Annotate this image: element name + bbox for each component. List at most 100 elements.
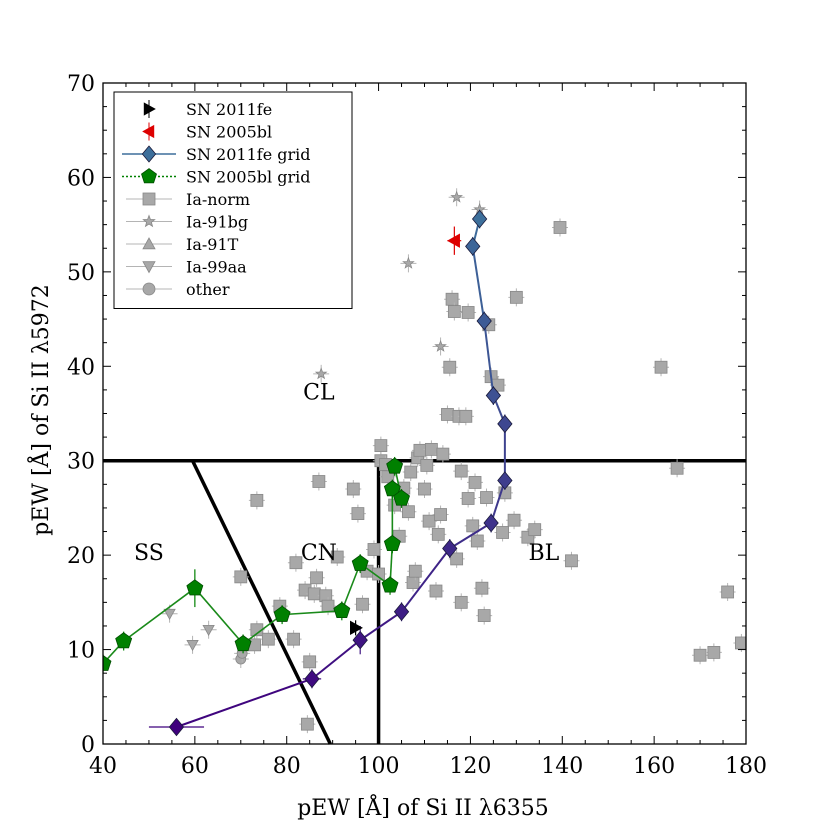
point-2011fe-grid: [485, 386, 502, 405]
boundary-lines: [103, 458, 746, 745]
point-ia-norm: [721, 585, 735, 599]
y-axis-label: pEW [Å] of Si II λ5972: [26, 284, 54, 536]
point-ia-99aa: [202, 624, 215, 637]
point-2011fe-grid: [352, 630, 368, 650]
point-ia-norm: [300, 717, 314, 731]
legend-label: SN 2005bl grid: [186, 168, 310, 187]
point-2005bl-grid: [381, 576, 399, 593]
point-2005bl-grid: [383, 534, 401, 552]
point-2005bl-grid: [393, 489, 410, 506]
point-2005bl-grid: [333, 601, 351, 619]
series-line-2011fe-grid: [471, 246, 486, 322]
point-ia-norm: [654, 360, 668, 374]
boundary-line: [190, 459, 332, 745]
point-ia-norm: [424, 442, 438, 456]
point-ia-norm: [404, 465, 418, 479]
point-ia-norm: [374, 439, 388, 453]
x-tick-label: 80: [273, 754, 301, 779]
data-marks: [103, 188, 746, 737]
legend-item: SN 2011fe: [143, 100, 272, 119]
point-2011fe-grid: [497, 471, 513, 490]
point-ia-norm: [459, 409, 473, 423]
point-ia-norm: [454, 464, 468, 478]
point-ia-norm: [367, 543, 381, 556]
point-2011fe-grid: [304, 669, 320, 689]
point-ia-norm: [408, 564, 422, 578]
legend-item: SN 2005bl: [142, 122, 272, 142]
point-ia-norm: [441, 408, 454, 421]
point-sn2005bl: [447, 233, 460, 248]
point-ia-91bg: [450, 190, 463, 203]
point-ia-norm: [303, 655, 317, 669]
legend-label: Ia-norm: [186, 190, 250, 209]
point-ia-norm: [312, 475, 326, 488]
point-ia-norm: [250, 493, 264, 507]
point-2011fe-grid: [168, 717, 185, 737]
point-ia-norm: [402, 505, 415, 519]
point-ia-norm: [445, 292, 459, 306]
point-2011fe-grid: [393, 602, 410, 622]
point-ia-norm: [287, 632, 301, 646]
point-ia-norm: [351, 507, 365, 520]
point-ia-91bg: [402, 256, 415, 269]
legend-marker-tri-left: [142, 124, 155, 139]
legend-marker-pentagon: [141, 168, 157, 184]
series-line-2005bl-grid: [282, 610, 342, 616]
axes: 40 60 80 100 120 140 160 180 0 10 20 30 40 50 60 70: [67, 72, 767, 779]
point-ia-norm: [468, 476, 482, 489]
y-tick-label: 70: [67, 72, 95, 97]
point-ia-norm: [470, 534, 484, 548]
point-ia-91bg: [434, 339, 447, 352]
point-ia-norm: [434, 508, 447, 521]
point-ia-norm: [553, 221, 567, 234]
region-label-cl: CL: [303, 380, 335, 405]
legend-label: SN 2005bl: [186, 123, 272, 142]
point-ia-99aa: [163, 608, 176, 621]
legend-item: Ia-91bg: [126, 213, 248, 232]
series-line-2011fe-grid: [311, 639, 361, 680]
point-ia-norm: [507, 513, 521, 527]
series-line-2011fe-grid: [359, 610, 403, 641]
region-labels: CL SS CN BL: [134, 380, 560, 566]
point-ia-norm: [450, 552, 464, 566]
point-ia-norm: [454, 595, 468, 609]
y-tick-label: 10: [67, 639, 95, 664]
point-ia-norm: [372, 567, 385, 581]
legend-marker-square: [142, 192, 156, 206]
point-2005bl-grid: [234, 635, 252, 652]
point-ia-norm: [670, 461, 684, 475]
region-label-cn: CN: [301, 541, 337, 566]
point-ia-norm: [509, 290, 523, 304]
series-line-2011fe-grid: [176, 677, 313, 728]
legend-marker-star: [142, 214, 156, 228]
point-ia-norm: [436, 447, 450, 461]
point-ia-norm: [528, 523, 542, 537]
point-ia-norm: [422, 514, 436, 528]
point-sn2011fe: [350, 620, 363, 636]
point-2011fe-grid: [465, 237, 481, 256]
series-line-2011fe-grid: [400, 547, 451, 613]
point-ia-norm: [693, 648, 707, 662]
point-ia-norm: [443, 360, 457, 374]
point-2005bl-grid: [186, 579, 204, 596]
legend-marker-diamond: [141, 145, 157, 163]
x-tick-label: 160: [633, 754, 675, 779]
point-ia-norm: [310, 571, 323, 585]
y-tick-label: 40: [67, 355, 95, 380]
x-axis-label: pEW [Å] of Si II λ6355: [297, 793, 549, 821]
point-ia-norm: [261, 632, 275, 646]
point-2011fe-grid: [476, 311, 492, 331]
point-2005bl-grid: [273, 605, 291, 622]
legend-label: other: [186, 280, 230, 299]
legend-marker-tri-down: [142, 261, 156, 274]
point-2011fe-grid: [471, 209, 488, 229]
point-ia-norm: [346, 482, 360, 496]
point-ia-norm: [447, 305, 461, 318]
point-ia-norm: [429, 584, 443, 598]
series-line-2005bl-grid: [341, 563, 361, 612]
y-tick-label: 60: [67, 166, 95, 191]
series-line-2011fe-grid: [449, 522, 492, 550]
y-tick-label: 0: [81, 733, 95, 758]
point-2005bl-grid: [383, 480, 401, 497]
